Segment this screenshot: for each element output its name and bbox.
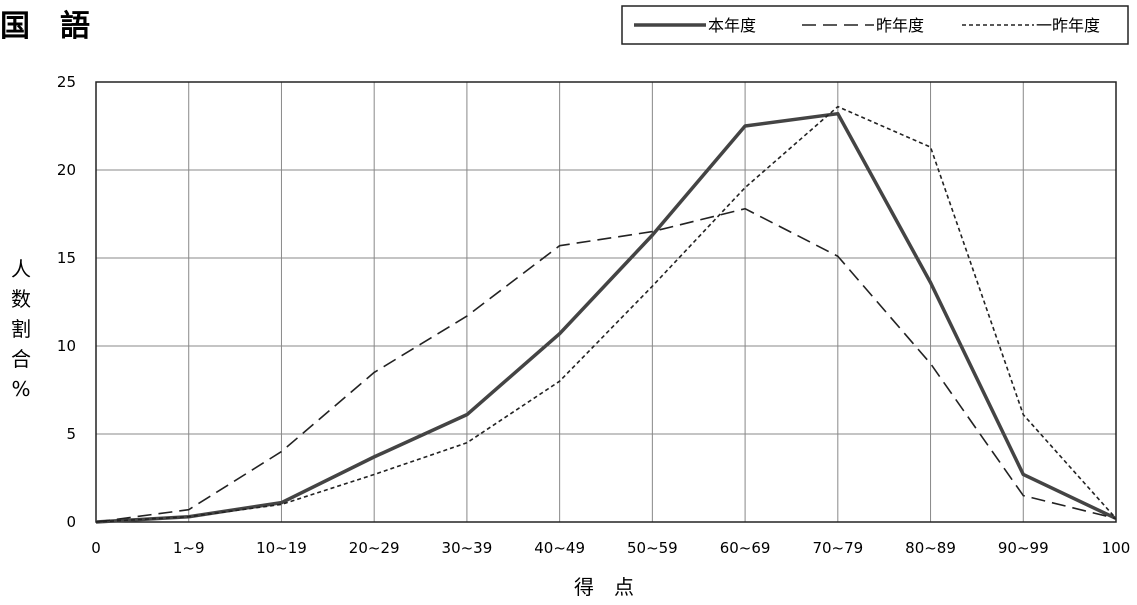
x-tick-label: 30~39 [442, 539, 493, 557]
x-tick-label: 100 [1102, 539, 1131, 557]
series-line-2 [96, 107, 1116, 522]
y-axis-label-char: 合 [11, 347, 31, 371]
legend-label-0: 本年度 [708, 16, 756, 35]
y-tick-label: 25 [57, 73, 76, 91]
y-axis-label-char: 数 [11, 287, 31, 311]
y-tick-labels: 0 5 10 15 20 25 [57, 73, 76, 531]
y-axis-label-char: % [11, 377, 30, 401]
x-tick-label: 80~89 [905, 539, 956, 557]
chart-title: 国 語 [0, 9, 90, 44]
x-tick-label: 90~99 [998, 539, 1049, 557]
x-tick-label: 10~19 [256, 539, 307, 557]
x-tick-label: 70~79 [812, 539, 863, 557]
x-tick-label: 50~59 [627, 539, 678, 557]
x-tick-label: 60~69 [720, 539, 771, 557]
series-line-0 [96, 114, 1116, 522]
x-tick-label: 1~9 [173, 539, 205, 557]
y-tick-label: 5 [66, 425, 76, 443]
y-tick-label: 15 [57, 249, 76, 267]
x-tick-labels: 0 1~9 10~19 20~29 30~39 40~49 50~59 60~69 70~79 8… [91, 539, 1130, 557]
y-axis-label-char: 割 [11, 317, 31, 341]
plot-frame [96, 82, 1116, 522]
x-tick-label: 0 [91, 539, 101, 557]
legend-label-2: 一昨年度 [1036, 16, 1100, 35]
y-tick-label: 20 [57, 161, 76, 179]
chart-series [96, 107, 1116, 522]
series-line-1 [96, 209, 1116, 522]
x-tick-label: 40~49 [534, 539, 585, 557]
legend: 本年度 昨年度 一昨年度 [622, 6, 1128, 44]
legend-label-1: 昨年度 [876, 16, 924, 35]
y-axis-label-char: 人 [11, 257, 31, 281]
y-tick-label: 0 [66, 513, 76, 531]
x-tick-label: 20~29 [349, 539, 400, 557]
chart-grid [96, 82, 1116, 522]
x-axis-label: 得 点 [574, 575, 634, 599]
y-tick-label: 10 [57, 337, 76, 355]
